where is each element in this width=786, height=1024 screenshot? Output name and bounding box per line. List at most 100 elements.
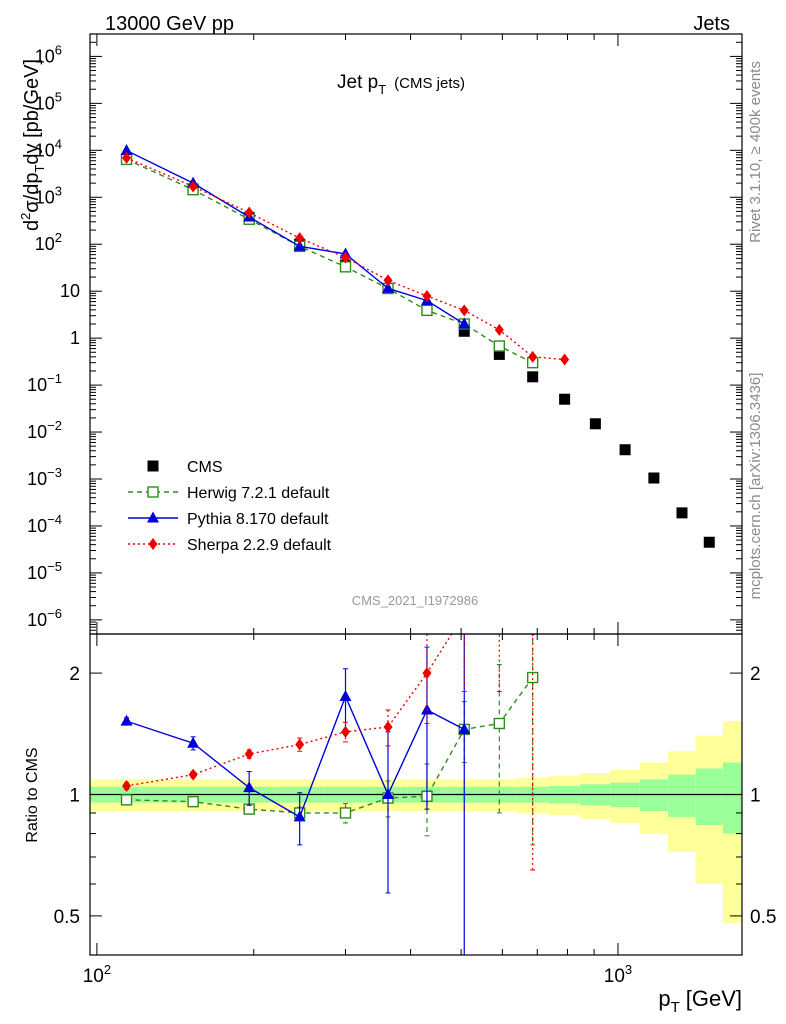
y-tick-label: 10−2 bbox=[27, 418, 62, 442]
legend-label-cms: CMS bbox=[187, 459, 223, 476]
mcplots-label: mcplots.cern.ch [arXiv:1306.3436] bbox=[747, 373, 764, 600]
pythia-point bbox=[382, 281, 395, 293]
y-tick-label: 10−6 bbox=[27, 606, 62, 630]
y-tick-label: 10−5 bbox=[27, 559, 62, 583]
pythia-point bbox=[458, 317, 471, 329]
herwig-ratio-point bbox=[526, 671, 539, 684]
x-tick-label: 103 bbox=[604, 962, 632, 987]
pythia-line bbox=[126, 149, 465, 325]
legend: CMS Herwig 7.2.1 default Pythia 8.170 defa… bbox=[128, 459, 332, 554]
ratio-panel: 102 103 2 2 1 1 0.5 0.5 Ratio to CMS pT [GeV] bbox=[24, 633, 776, 1016]
y-tick-label: 10−3 bbox=[27, 465, 62, 489]
ratio-axes: 102 103 2 2 1 1 0.5 0.5 bbox=[54, 633, 776, 987]
herwig-ratio-point bbox=[339, 807, 352, 819]
uncertainty-band-inner bbox=[668, 774, 696, 817]
pythia-ratio-point bbox=[420, 703, 433, 715]
sherpa-ratio-point bbox=[188, 768, 198, 781]
ratio-y-tick-label-left: 2 bbox=[69, 664, 80, 685]
sherpa-point bbox=[422, 289, 432, 302]
analysis-watermark: CMS_2021_I1972986 bbox=[352, 593, 479, 608]
sherpa-ratio-point bbox=[341, 725, 351, 738]
sherpa-point bbox=[383, 274, 393, 287]
sherpa-ratio-series bbox=[122, 634, 536, 871]
legend-marker-herwig bbox=[147, 486, 159, 498]
y-tick-label: 10−4 bbox=[27, 512, 62, 536]
pythia-ratio-point bbox=[293, 810, 306, 822]
cms-point bbox=[527, 371, 539, 383]
main-panel: 10610510410310210110−110−210−310−410−510… bbox=[18, 33, 743, 635]
pythia-ratio-series bbox=[120, 634, 471, 955]
ratio-plot-area bbox=[90, 634, 742, 955]
herwig-ratio-point bbox=[493, 717, 506, 730]
cms-point bbox=[559, 393, 571, 405]
legend-marker-cms bbox=[147, 460, 159, 472]
herwig-ratio-line bbox=[126, 677, 534, 814]
cms-point bbox=[703, 536, 715, 548]
sherpa-ratio-point bbox=[422, 667, 432, 680]
main-axes: 10610510410310210110−110−210−310−410−510… bbox=[27, 33, 743, 635]
sherpa-point bbox=[560, 353, 570, 366]
legend-marker-pythia bbox=[147, 511, 159, 523]
y-tick-label: 103 bbox=[35, 183, 62, 207]
main-y-axis-label: d2σ/dpTdy [pb/GeV] bbox=[18, 59, 47, 231]
pythia-ratio-point bbox=[120, 714, 133, 726]
herwig-ratio-point bbox=[187, 795, 199, 808]
sherpa-line bbox=[126, 157, 565, 361]
pythia-point bbox=[120, 144, 133, 156]
y-tick-label: 104 bbox=[35, 136, 62, 160]
uncertainty-band-inner bbox=[695, 768, 723, 826]
pythia-ratio-point bbox=[382, 788, 395, 799]
sherpa-point bbox=[528, 350, 538, 363]
rivet-version-label: Rivet 3.1.10, ≥ 400k events bbox=[747, 61, 764, 243]
sherpa-series bbox=[122, 151, 570, 366]
pythia-ratio-line bbox=[126, 694, 465, 818]
pythia-point bbox=[293, 239, 306, 251]
legend-label-sherpa: Sherpa 2.2.9 default bbox=[187, 537, 332, 554]
sherpa-point bbox=[341, 251, 351, 264]
pythia-ratio-point bbox=[243, 781, 256, 793]
cms-point bbox=[676, 507, 688, 519]
ratio-y-tick-label-left: 0.5 bbox=[54, 907, 80, 928]
cms-point bbox=[493, 348, 505, 360]
pythia-ratio-point bbox=[458, 722, 471, 734]
sherpa-ratio-point bbox=[530, 634, 535, 637]
ratio-y-tick-label-right: 0.5 bbox=[750, 907, 776, 928]
x-tick-label: 102 bbox=[83, 962, 111, 987]
herwig-point bbox=[493, 340, 506, 352]
sherpa-point bbox=[244, 206, 254, 219]
cms-point bbox=[648, 472, 660, 484]
legend-label-pythia: Pythia 8.170 default bbox=[187, 511, 329, 528]
sherpa-point bbox=[122, 151, 132, 164]
legend-marker-sherpa bbox=[148, 538, 158, 550]
header-right: Jets bbox=[693, 13, 730, 35]
cms-point bbox=[589, 418, 601, 430]
ratio-y-axis-label: Ratio to CMS bbox=[24, 747, 41, 842]
sherpa-point bbox=[188, 180, 198, 193]
sherpa-point bbox=[459, 304, 469, 317]
sherpa-point bbox=[295, 232, 305, 245]
sherpa-ratio-point bbox=[244, 748, 254, 761]
y-tick-label: 105 bbox=[35, 89, 62, 113]
main-plot-area bbox=[120, 144, 715, 548]
pythia-ratio-point bbox=[339, 689, 352, 701]
uncertainty-band-inner bbox=[639, 779, 669, 812]
y-tick-label: 10−1 bbox=[27, 371, 62, 395]
herwig-series bbox=[120, 153, 539, 369]
sherpa-ratio-point bbox=[122, 779, 132, 792]
y-tick-label: 1 bbox=[70, 328, 80, 348]
herwig-ratio-point bbox=[120, 794, 133, 806]
sherpa-ratio-line bbox=[126, 634, 453, 787]
cms-point bbox=[619, 444, 631, 456]
cms-point bbox=[458, 325, 470, 337]
y-tick-label: 106 bbox=[35, 42, 62, 66]
sherpa-ratio-point bbox=[295, 738, 305, 751]
ratio-y-tick-label-left: 1 bbox=[69, 786, 80, 807]
header-left: 13000 GeV pp bbox=[105, 13, 234, 35]
sherpa-point bbox=[494, 323, 504, 336]
sherpa-ratio-point bbox=[383, 721, 393, 734]
plot-title: Jet pT (CMS jets) bbox=[337, 72, 465, 97]
legend-label-herwig: Herwig 7.2.1 default bbox=[187, 485, 330, 502]
herwig-point bbox=[421, 304, 433, 317]
y-tick-label: 10 bbox=[60, 281, 80, 301]
